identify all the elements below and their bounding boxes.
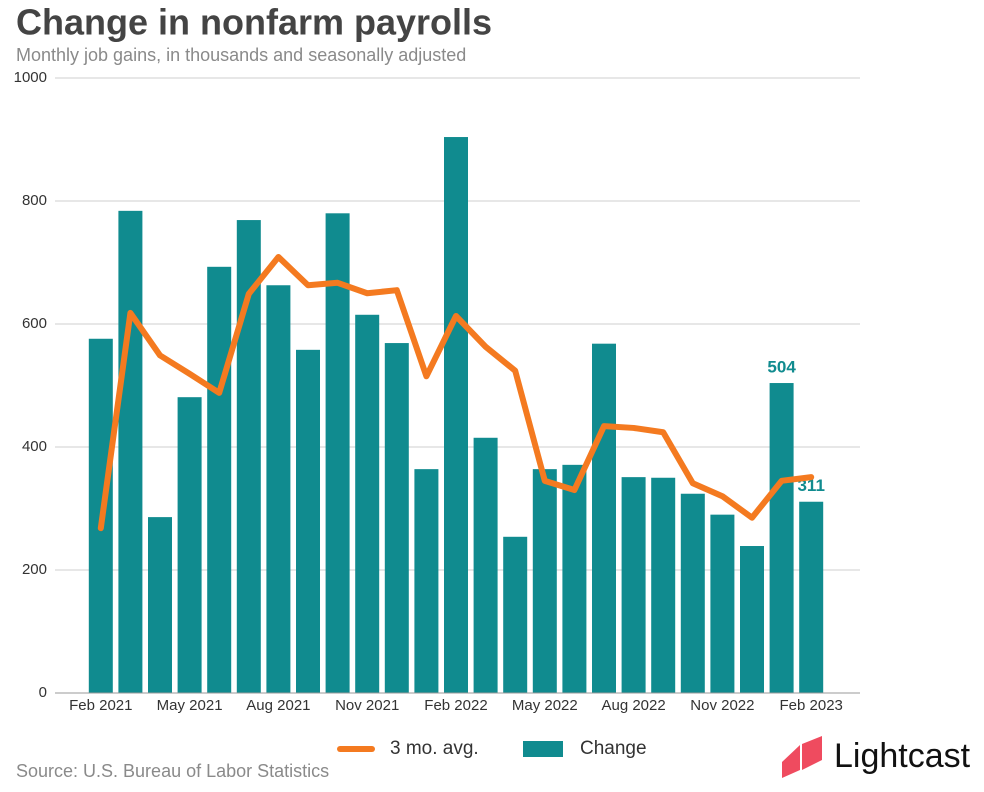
legend-label: Change bbox=[580, 738, 647, 759]
x-tick-label: Feb 2022 bbox=[424, 697, 487, 714]
brand-logo: Lightcast bbox=[782, 736, 971, 778]
x-tick-label: Feb 2021 bbox=[69, 697, 132, 714]
y-tick-label: 200 bbox=[22, 561, 47, 578]
bar bbox=[532, 469, 557, 693]
bar bbox=[473, 437, 498, 693]
x-tick-label: Aug 2022 bbox=[601, 697, 665, 714]
bar bbox=[769, 383, 794, 693]
bar bbox=[503, 536, 528, 693]
bar bbox=[236, 220, 261, 693]
bar bbox=[680, 493, 705, 693]
legend-swatch bbox=[523, 741, 563, 757]
source: Source: U.S. Bureau of Labor Statistics bbox=[16, 761, 329, 781]
brand-name: Lightcast bbox=[834, 737, 971, 775]
bar bbox=[414, 469, 439, 693]
bar bbox=[710, 514, 735, 693]
x-tick-label: Nov 2022 bbox=[690, 697, 754, 714]
bar bbox=[651, 477, 676, 693]
bar bbox=[325, 213, 350, 694]
x-tick-label: Aug 2021 bbox=[246, 697, 310, 714]
y-tick-label: 400 bbox=[22, 438, 47, 455]
x-tick-label: Feb 2023 bbox=[780, 697, 843, 714]
bar bbox=[562, 464, 587, 693]
legend-label: 3 mo. avg. bbox=[390, 738, 479, 759]
y-tick-label: 1000 bbox=[14, 69, 47, 86]
logo-icon bbox=[802, 736, 822, 770]
y-tick-label: 800 bbox=[22, 192, 47, 209]
bar bbox=[177, 397, 202, 693]
bar bbox=[207, 266, 232, 693]
bar bbox=[266, 285, 291, 693]
logo-icon bbox=[782, 745, 800, 778]
x-tick-label: May 2022 bbox=[512, 697, 578, 714]
bar bbox=[148, 517, 172, 693]
bar bbox=[592, 343, 616, 693]
bar bbox=[355, 314, 380, 693]
bar bbox=[118, 210, 143, 693]
chart-title: Change in nonfarm payrolls bbox=[16, 2, 492, 43]
data-label: 504 bbox=[767, 358, 796, 377]
line bbox=[97, 253, 815, 532]
x-tick-label: Nov 2021 bbox=[335, 697, 399, 714]
legend-item: 3 mo. avg. bbox=[337, 738, 479, 759]
bar bbox=[384, 343, 409, 693]
bar bbox=[444, 137, 468, 694]
x-tick-label: May 2021 bbox=[157, 697, 223, 714]
y-tick-label: 0 bbox=[39, 684, 47, 701]
legend-item: Change bbox=[523, 738, 647, 759]
bar bbox=[296, 349, 320, 693]
bar bbox=[740, 546, 764, 693]
chart-subtitle: Monthly job gains, in thousands and seas… bbox=[16, 45, 466, 65]
bar bbox=[799, 501, 824, 693]
bar bbox=[621, 477, 646, 693]
y-tick-label: 600 bbox=[22, 315, 47, 332]
